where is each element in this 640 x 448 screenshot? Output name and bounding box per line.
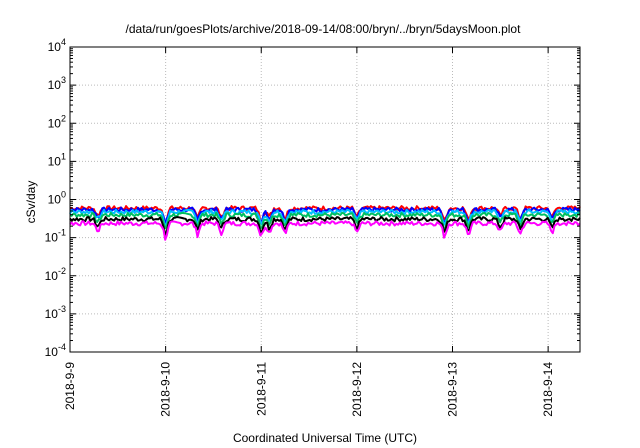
y-tick-label: 10-4 [45, 342, 66, 359]
series-line [69, 211, 581, 231]
y-tick-label: 10-3 [45, 304, 66, 321]
x-axis-label: Coordinated Universal Time (UTC) [233, 431, 417, 445]
chart-title: /data/run/goesPlots/archive/2018-09-14/0… [126, 22, 522, 36]
y-tick-label: 10-1 [45, 228, 66, 245]
y-tick-label: 102 [48, 113, 66, 130]
grid-layer [70, 47, 580, 352]
y-tick-label: 10-2 [45, 266, 66, 283]
y-tick-label: 104 [48, 37, 66, 54]
series-layer [69, 205, 581, 241]
y-tick-label: 103 [48, 75, 66, 92]
x-ticks: 2018-9-9 2018-9-10 2018-9-11 2018-9-12 2018-… [63, 47, 555, 417]
plot-frame [69, 46, 581, 353]
series-line [69, 220, 581, 241]
x-tick-label: 2018-9-12 [350, 362, 364, 417]
series-line [69, 216, 581, 236]
x-tick-label: 2018-9-10 [159, 362, 173, 417]
x-tick-label: 2018-9-9 [63, 362, 77, 410]
x-tick-label: 2018-9-13 [446, 362, 460, 417]
y-tick-label: 100 [48, 190, 66, 207]
x-tick-label: 2018-9-14 [541, 362, 555, 417]
y-axis-label: cSv/day [24, 181, 38, 224]
series-line [69, 206, 581, 225]
y-tick-label: 101 [48, 151, 66, 168]
x-tick-label: 2018-9-11 [254, 362, 268, 416]
